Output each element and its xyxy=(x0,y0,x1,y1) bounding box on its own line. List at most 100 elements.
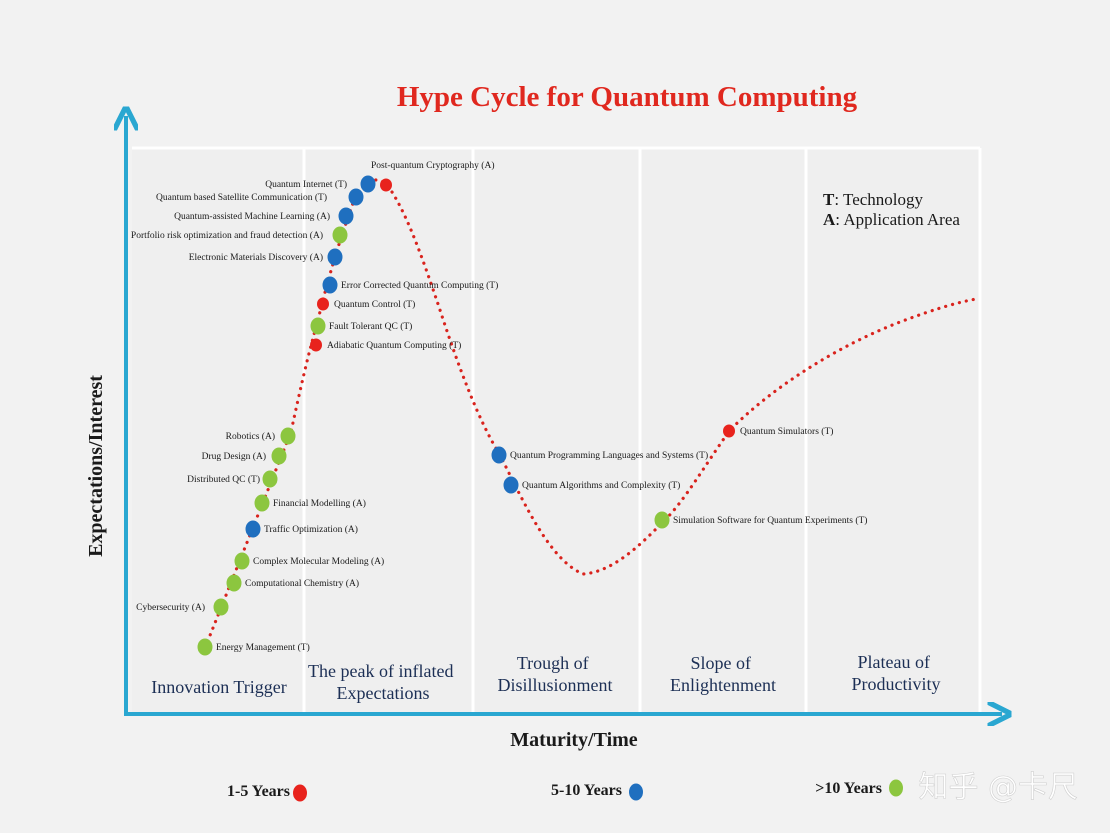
hype-item-label: Adiabatic Quantum Computing (T) xyxy=(327,340,461,351)
phase-innovation-trigger: Innovation Trigger xyxy=(151,677,287,697)
chart-title: Hype Cycle for Quantum Computing xyxy=(397,81,858,113)
hype-item-marker xyxy=(654,511,670,529)
hype-item: Traffic Optimization (A) xyxy=(245,520,358,538)
hype-item: Simulation Software for Quantum Experime… xyxy=(654,511,867,529)
hype-item: Electronic Materials Discovery (A) xyxy=(189,248,343,266)
phase-label-line: Expectations xyxy=(337,683,430,703)
phase-labels: Innovation Trigger The peak of inflated … xyxy=(151,652,940,703)
hype-item-label: Quantum-assisted Machine Learning (A) xyxy=(174,211,330,222)
hype-item-marker xyxy=(254,494,270,512)
phase-peak-of-inflated-expectations: The peak of inflated Expectations xyxy=(308,661,458,703)
legend: 1-5 Years 5-10 Years >10 Years xyxy=(227,779,903,802)
hype-item-label: Quantum based Satellite Communication (T… xyxy=(156,192,327,203)
phase-label-line: The peak of inflated xyxy=(308,661,453,681)
hype-item: Quantum Internet (T) xyxy=(265,175,376,193)
hype-item-label: Post-quantum Cryptography (A) xyxy=(371,160,495,171)
legend-label: 5-10 Years xyxy=(551,782,622,799)
hype-item-marker xyxy=(723,424,735,438)
hype-item: Quantum Algorithms and Complexity (T) xyxy=(503,476,680,494)
hype-item-label: Distributed QC (T) xyxy=(187,474,260,485)
legend-item: 5-10 Years xyxy=(551,782,643,801)
phase-label-line: Trough of xyxy=(517,653,589,673)
legend-swatch xyxy=(629,783,643,801)
hype-item-label: Computational Chemistry (A) xyxy=(245,578,359,589)
hype-item: Adiabatic Quantum Computing (T) xyxy=(310,338,461,352)
hype-item-label: Simulation Software for Quantum Experime… xyxy=(673,515,867,526)
hype-item-label: Traffic Optimization (A) xyxy=(264,524,358,535)
hype-item-label: Portfolio risk optimization and fraud de… xyxy=(131,230,323,241)
hype-item: Quantum-assisted Machine Learning (A) xyxy=(174,207,354,225)
key-technology: T: Technology xyxy=(823,190,924,209)
phase-label-line: Productivity xyxy=(852,674,941,694)
hype-item: Error Corrected Quantum Computing (T) xyxy=(322,276,498,294)
phase-label-line: Plateau of xyxy=(858,652,930,672)
hype-item-marker xyxy=(360,175,376,193)
plot-panel xyxy=(132,148,980,713)
hype-item-label: Drug Design (A) xyxy=(202,451,266,462)
y-axis-label: Expectations/Interest xyxy=(85,375,107,557)
hype-item-label: Energy Management (T) xyxy=(216,642,310,653)
phase-label-line: Disillusionment xyxy=(497,675,612,695)
hype-item-marker xyxy=(380,178,392,192)
hype-item-label: Quantum Control (T) xyxy=(334,299,415,310)
hype-item-marker xyxy=(491,446,507,464)
hype-item: Financial Modelling (A) xyxy=(254,494,366,512)
hype-item: Quantum Programming Languages and System… xyxy=(491,446,708,464)
hype-item-marker xyxy=(317,297,329,311)
hype-items: Energy Management (T) Cybersecurity (A) Co… xyxy=(131,160,867,656)
hype-item: Complex Molecular Modeling (A) xyxy=(234,552,384,570)
hype-item-label: Quantum Internet (T) xyxy=(265,179,347,190)
hype-item: Cybersecurity (A) xyxy=(136,598,229,616)
hype-item-marker xyxy=(310,338,322,352)
hype-item: Quantum Control (T) xyxy=(317,297,415,311)
hype-item-label: Financial Modelling (A) xyxy=(273,498,366,509)
hype-item-label: Quantum Programming Languages and System… xyxy=(510,450,708,461)
hype-item: Portfolio risk optimization and fraud de… xyxy=(131,226,348,244)
hype-item-marker xyxy=(234,552,250,570)
hype-item: Drug Design (A) xyxy=(202,447,287,465)
hype-item-marker xyxy=(280,427,296,445)
phase-label-line: Slope of xyxy=(691,653,752,673)
hype-item-marker xyxy=(213,598,229,616)
hype-item-label: Robotics (A) xyxy=(226,431,275,442)
hype-item-marker xyxy=(322,276,338,294)
hype-item: Quantum Simulators (T) xyxy=(723,424,833,438)
key-technology-letter: T xyxy=(823,190,835,209)
hype-item-label: Complex Molecular Modeling (A) xyxy=(253,556,384,567)
legend-label: 1-5 Years xyxy=(227,783,290,800)
hype-item-label: Cybersecurity (A) xyxy=(136,602,205,613)
hype-item-marker xyxy=(338,207,354,225)
hype-item-marker xyxy=(310,317,326,335)
hype-item-marker xyxy=(271,447,287,465)
phase-plateau-of-productivity: Plateau of Productivity xyxy=(852,652,941,694)
hype-item: Robotics (A) xyxy=(226,427,296,445)
hype-item-marker xyxy=(327,248,343,266)
legend-label: >10 Years xyxy=(815,780,882,797)
abbreviation-key: T: Technology A: Application Area xyxy=(823,190,960,229)
legend-item: 1-5 Years xyxy=(227,783,307,802)
hype-item-marker xyxy=(197,638,213,656)
hype-item: Energy Management (T) xyxy=(197,638,310,656)
hype-item: Fault Tolerant QC (T) xyxy=(310,317,412,335)
hype-item-label: Quantum Algorithms and Complexity (T) xyxy=(522,480,680,491)
legend-item: >10 Years xyxy=(815,779,903,797)
legend-swatch xyxy=(889,779,903,797)
hype-item-marker xyxy=(226,574,242,592)
watermark: 知乎 @卡尺 xyxy=(918,770,1078,805)
hype-item: Post-quantum Cryptography (A) xyxy=(371,160,495,192)
key-application: A: Application Area xyxy=(823,210,960,229)
x-axis-label: Maturity/Time xyxy=(510,729,638,751)
hype-item-label: Quantum Simulators (T) xyxy=(740,426,833,437)
hype-item-marker xyxy=(332,226,348,244)
phase-label-line: Innovation Trigger xyxy=(151,677,287,697)
key-technology-text: : Technology xyxy=(834,190,923,209)
key-application-letter: A xyxy=(823,210,836,229)
hype-item-marker xyxy=(348,188,364,206)
phase-dividers xyxy=(132,146,982,713)
hype-item-marker xyxy=(262,470,278,488)
phase-slope-of-enlightenment: Slope of Enlightenment xyxy=(670,653,776,695)
hype-item-label: Electronic Materials Discovery (A) xyxy=(189,252,323,263)
hype-item: Distributed QC (T) xyxy=(187,470,278,488)
hype-item-marker xyxy=(245,520,261,538)
